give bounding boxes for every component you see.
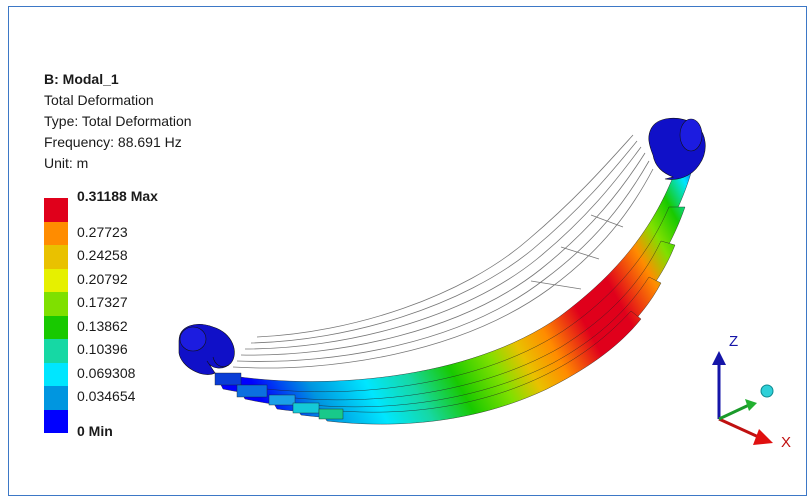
isometric-view-icon [760,384,774,398]
legend-swatch [44,198,68,222]
legend-swatch [44,221,68,245]
legend-label: 0.27723 [77,223,128,240]
right-spring-eye [648,117,706,180]
result-name: Total Deformation [44,92,154,108]
legend-label: 0.13862 [77,317,128,334]
legend-swatch [44,315,68,339]
legend-label: 0.069308 [77,364,136,381]
legend-swatch [44,386,68,410]
result-info: B: Modal_1 Total Deformation Type: Total… [44,69,192,174]
graphics-viewport[interactable]: B: Modal_1 Total Deformation Type: Total… [8,6,807,496]
result-unit: Unit: m [44,155,89,171]
leaf-outline-lines [232,134,654,369]
legend-swatch [44,409,68,433]
legend-swatch [44,245,68,269]
leaf-steps [214,372,344,420]
z-axis-arrow-icon [712,351,726,365]
axis-triad: Z X [712,333,791,451]
y-axis-arrow-icon [745,399,757,411]
result-type: Type: Total Deformation [44,113,192,129]
x-axis-label: X [781,434,791,451]
legend-swatch [44,362,68,386]
legend-label: 0.20792 [77,270,128,287]
left-spring-eye [178,324,235,375]
z-axis-label: Z [729,333,738,350]
legend-label: 0.034654 [77,388,136,404]
result-title: B: Modal_1 [44,71,119,87]
leaf-stack [214,172,692,425]
legend-label: 0.10396 [77,341,128,357]
legend-label: 0.17327 [77,294,128,310]
leaf-spring-model[interactable]: Z X [9,7,806,495]
legend-label: 0.31188 Max [77,188,158,204]
legend-swatch [44,292,68,316]
legend-swatch [44,339,68,363]
legend-label: 0 Min [77,423,113,439]
legend-swatch [44,268,68,292]
result-frequency: Frequency: 88.691 Hz [44,134,182,150]
legend-label: 0.24258 [77,247,128,263]
x-axis-arrow-icon [753,429,773,445]
